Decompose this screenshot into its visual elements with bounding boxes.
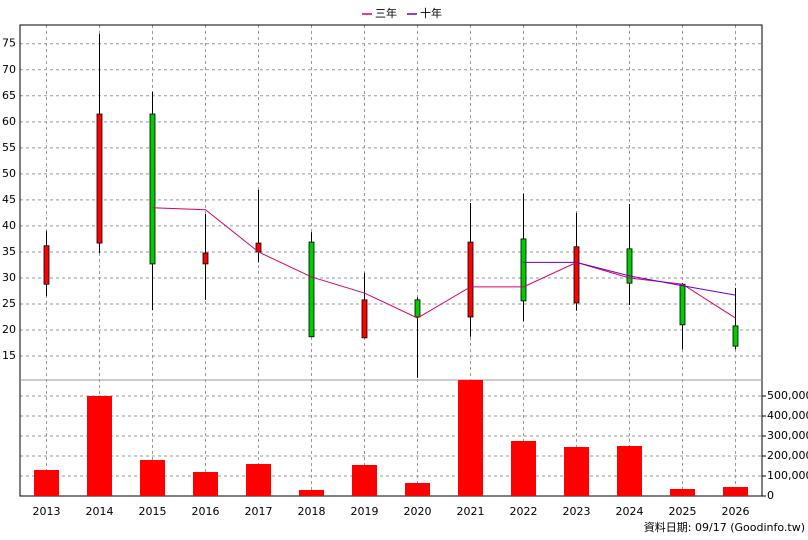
candle-body	[414, 299, 421, 318]
volume-bar	[352, 465, 377, 496]
ma-line	[152, 207, 736, 319]
y2-tick-label: 400,000	[767, 409, 808, 422]
x-tick-label: 2020	[404, 505, 432, 518]
candle-body	[520, 238, 527, 302]
x-tick-label: 2017	[245, 505, 273, 518]
y-tick-label: 25	[2, 297, 16, 310]
volume-bar	[246, 464, 271, 496]
volume-bar	[193, 472, 218, 496]
volume-bar	[564, 447, 589, 496]
x-tick-label: 2013	[33, 505, 61, 518]
y-tick-label: 60	[2, 115, 16, 128]
volume-bar	[34, 470, 59, 496]
volume-bar	[140, 460, 165, 496]
candle-body	[467, 241, 474, 318]
volume-bar	[458, 380, 483, 496]
volume-bar	[617, 446, 642, 496]
x-tick-label: 2023	[563, 505, 591, 518]
y-tick-label: 75	[2, 37, 16, 50]
footer: 資料日期: 09/17 (Goodinfo.tw)	[644, 520, 805, 534]
legend-label: 十年	[420, 6, 442, 20]
y-tick-label: 45	[2, 193, 16, 206]
volume-bar	[87, 396, 112, 496]
legend-label: 三年	[375, 6, 397, 20]
candle-body	[361, 299, 368, 339]
y-tick-label: 20	[2, 323, 16, 336]
candle-body	[43, 245, 50, 285]
x-tick-label: 2024	[616, 505, 644, 518]
candle-body	[732, 325, 739, 347]
x-tick-label: 2015	[139, 505, 167, 518]
y2-tick-label: 0	[767, 489, 774, 502]
y2-tick-label: 200,000	[767, 449, 808, 462]
candle-body	[626, 248, 633, 284]
volume-bar	[299, 490, 324, 496]
candle-body	[679, 283, 686, 326]
y-tick-label: 50	[2, 167, 16, 180]
y-tick-label: 65	[2, 89, 16, 102]
y2-tick-label: 300,000	[767, 429, 808, 442]
y-tick-label: 35	[2, 245, 16, 258]
y2-tick-label: 500,000	[767, 389, 808, 402]
volume-bar	[723, 487, 748, 496]
x-tick-label: 2025	[669, 505, 697, 518]
candle-body	[202, 252, 209, 265]
plot-frame	[19, 24, 763, 497]
x-tick-label: 2016	[192, 505, 220, 518]
y-tick-label: 55	[2, 141, 16, 154]
x-tick-label: 2019	[351, 505, 379, 518]
candle-body	[96, 113, 103, 244]
candle-body	[308, 241, 315, 338]
y-tick-label: 15	[2, 349, 16, 362]
y-tick-label: 70	[2, 63, 16, 76]
y-tick-label: 40	[2, 219, 16, 232]
candle-body	[149, 113, 156, 265]
candle-body	[573, 246, 580, 304]
x-tick-label: 2022	[510, 505, 538, 518]
x-tick-label: 2014	[86, 505, 114, 518]
volume-bar	[670, 489, 695, 496]
y2-tick-label: 100,000	[767, 469, 808, 482]
volume-bar	[405, 483, 430, 496]
y-tick-label: 30	[2, 271, 16, 284]
volume-bar	[511, 441, 536, 496]
x-tick-label: 2018	[298, 505, 326, 518]
x-tick-label: 2026	[722, 505, 750, 518]
ma-line	[523, 261, 736, 296]
x-tick-label: 2021	[457, 505, 485, 518]
